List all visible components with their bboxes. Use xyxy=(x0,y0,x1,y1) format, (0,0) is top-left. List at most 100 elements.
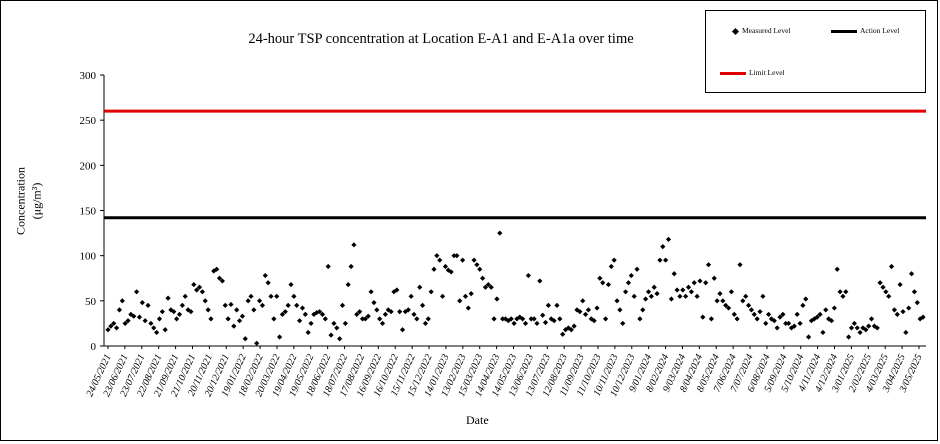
data-point xyxy=(442,263,449,270)
data-point xyxy=(611,257,617,263)
data-point xyxy=(888,263,895,270)
legend-action-line xyxy=(831,30,857,33)
data-point xyxy=(216,275,223,281)
data-point xyxy=(743,293,749,299)
data-point xyxy=(482,284,489,290)
data-point xyxy=(334,325,340,331)
data-point xyxy=(494,296,500,302)
data-point xyxy=(368,289,374,295)
data-point xyxy=(565,325,572,331)
data-point xyxy=(219,278,225,284)
data-point xyxy=(705,262,712,268)
data-point xyxy=(119,298,125,304)
data-point xyxy=(534,320,540,327)
data-point xyxy=(502,316,509,322)
data-point xyxy=(154,329,160,336)
data-point xyxy=(780,311,786,317)
data-point xyxy=(265,280,271,286)
data-point xyxy=(245,298,251,304)
data-point xyxy=(803,296,809,302)
data-point xyxy=(725,305,732,311)
data-point xyxy=(520,316,526,322)
data-point xyxy=(660,244,666,250)
data-point xyxy=(625,280,632,286)
data-point xyxy=(162,327,168,333)
data-point xyxy=(800,302,806,308)
data-point xyxy=(256,298,263,304)
data-point xyxy=(268,293,274,299)
data-point xyxy=(548,316,554,322)
data-point xyxy=(325,263,331,270)
data-point xyxy=(474,262,480,268)
data-point xyxy=(319,311,326,317)
y-tick-label: 250 xyxy=(80,115,97,127)
data-point xyxy=(771,318,777,324)
data-point xyxy=(462,293,469,299)
data-point xyxy=(142,318,148,324)
data-point xyxy=(394,287,400,293)
data-point xyxy=(697,278,703,284)
data-point xyxy=(631,293,637,299)
data-point xyxy=(648,293,654,299)
data-point xyxy=(857,329,863,336)
data-point xyxy=(199,289,205,295)
legend-limit-label: Limit Level xyxy=(749,68,785,77)
data-point xyxy=(451,253,457,259)
data-point xyxy=(351,242,357,248)
data-point xyxy=(345,281,351,288)
data-point xyxy=(176,311,183,317)
data-point xyxy=(165,295,171,301)
data-point xyxy=(674,287,680,293)
data-point xyxy=(571,323,577,329)
data-point xyxy=(817,311,823,317)
data-point xyxy=(903,329,909,336)
data-point xyxy=(359,316,366,322)
data-point xyxy=(734,316,740,322)
data-point xyxy=(874,325,880,331)
data-point xyxy=(211,268,217,274)
data-point xyxy=(537,278,543,284)
data-point xyxy=(514,316,520,322)
data-point xyxy=(388,309,394,315)
data-point xyxy=(540,312,546,318)
data-point xyxy=(814,314,820,320)
data-point xyxy=(362,316,368,322)
data-point xyxy=(854,325,860,331)
data-point xyxy=(791,323,797,329)
data-point xyxy=(248,293,254,299)
data-point xyxy=(585,307,592,313)
y-tick-label: 100 xyxy=(80,251,97,263)
data-point xyxy=(125,318,131,324)
data-point xyxy=(628,272,634,279)
data-point xyxy=(848,325,855,331)
data-point xyxy=(251,307,257,313)
data-point xyxy=(411,311,417,317)
data-point xyxy=(337,336,343,342)
data-point xyxy=(448,269,454,275)
data-point xyxy=(242,336,248,342)
data-point xyxy=(377,316,383,322)
data-point xyxy=(322,316,328,322)
data-point xyxy=(568,327,574,333)
data-point xyxy=(851,320,857,327)
data-point xyxy=(205,307,211,313)
data-point xyxy=(651,284,657,290)
data-point xyxy=(357,309,363,315)
data-point xyxy=(591,318,597,324)
data-point xyxy=(720,298,726,304)
data-point xyxy=(459,257,466,263)
data-point xyxy=(668,296,674,302)
data-point xyxy=(517,314,523,320)
data-point xyxy=(282,309,288,315)
data-point xyxy=(111,320,117,327)
data-point xyxy=(308,320,314,327)
data-point xyxy=(728,289,735,295)
data-point xyxy=(831,305,837,311)
data-point xyxy=(703,280,709,286)
data-point xyxy=(620,320,626,327)
data-point xyxy=(731,311,737,317)
data-point xyxy=(408,293,414,299)
data-point xyxy=(156,316,163,322)
data-point xyxy=(554,302,560,308)
data-point xyxy=(500,316,506,322)
